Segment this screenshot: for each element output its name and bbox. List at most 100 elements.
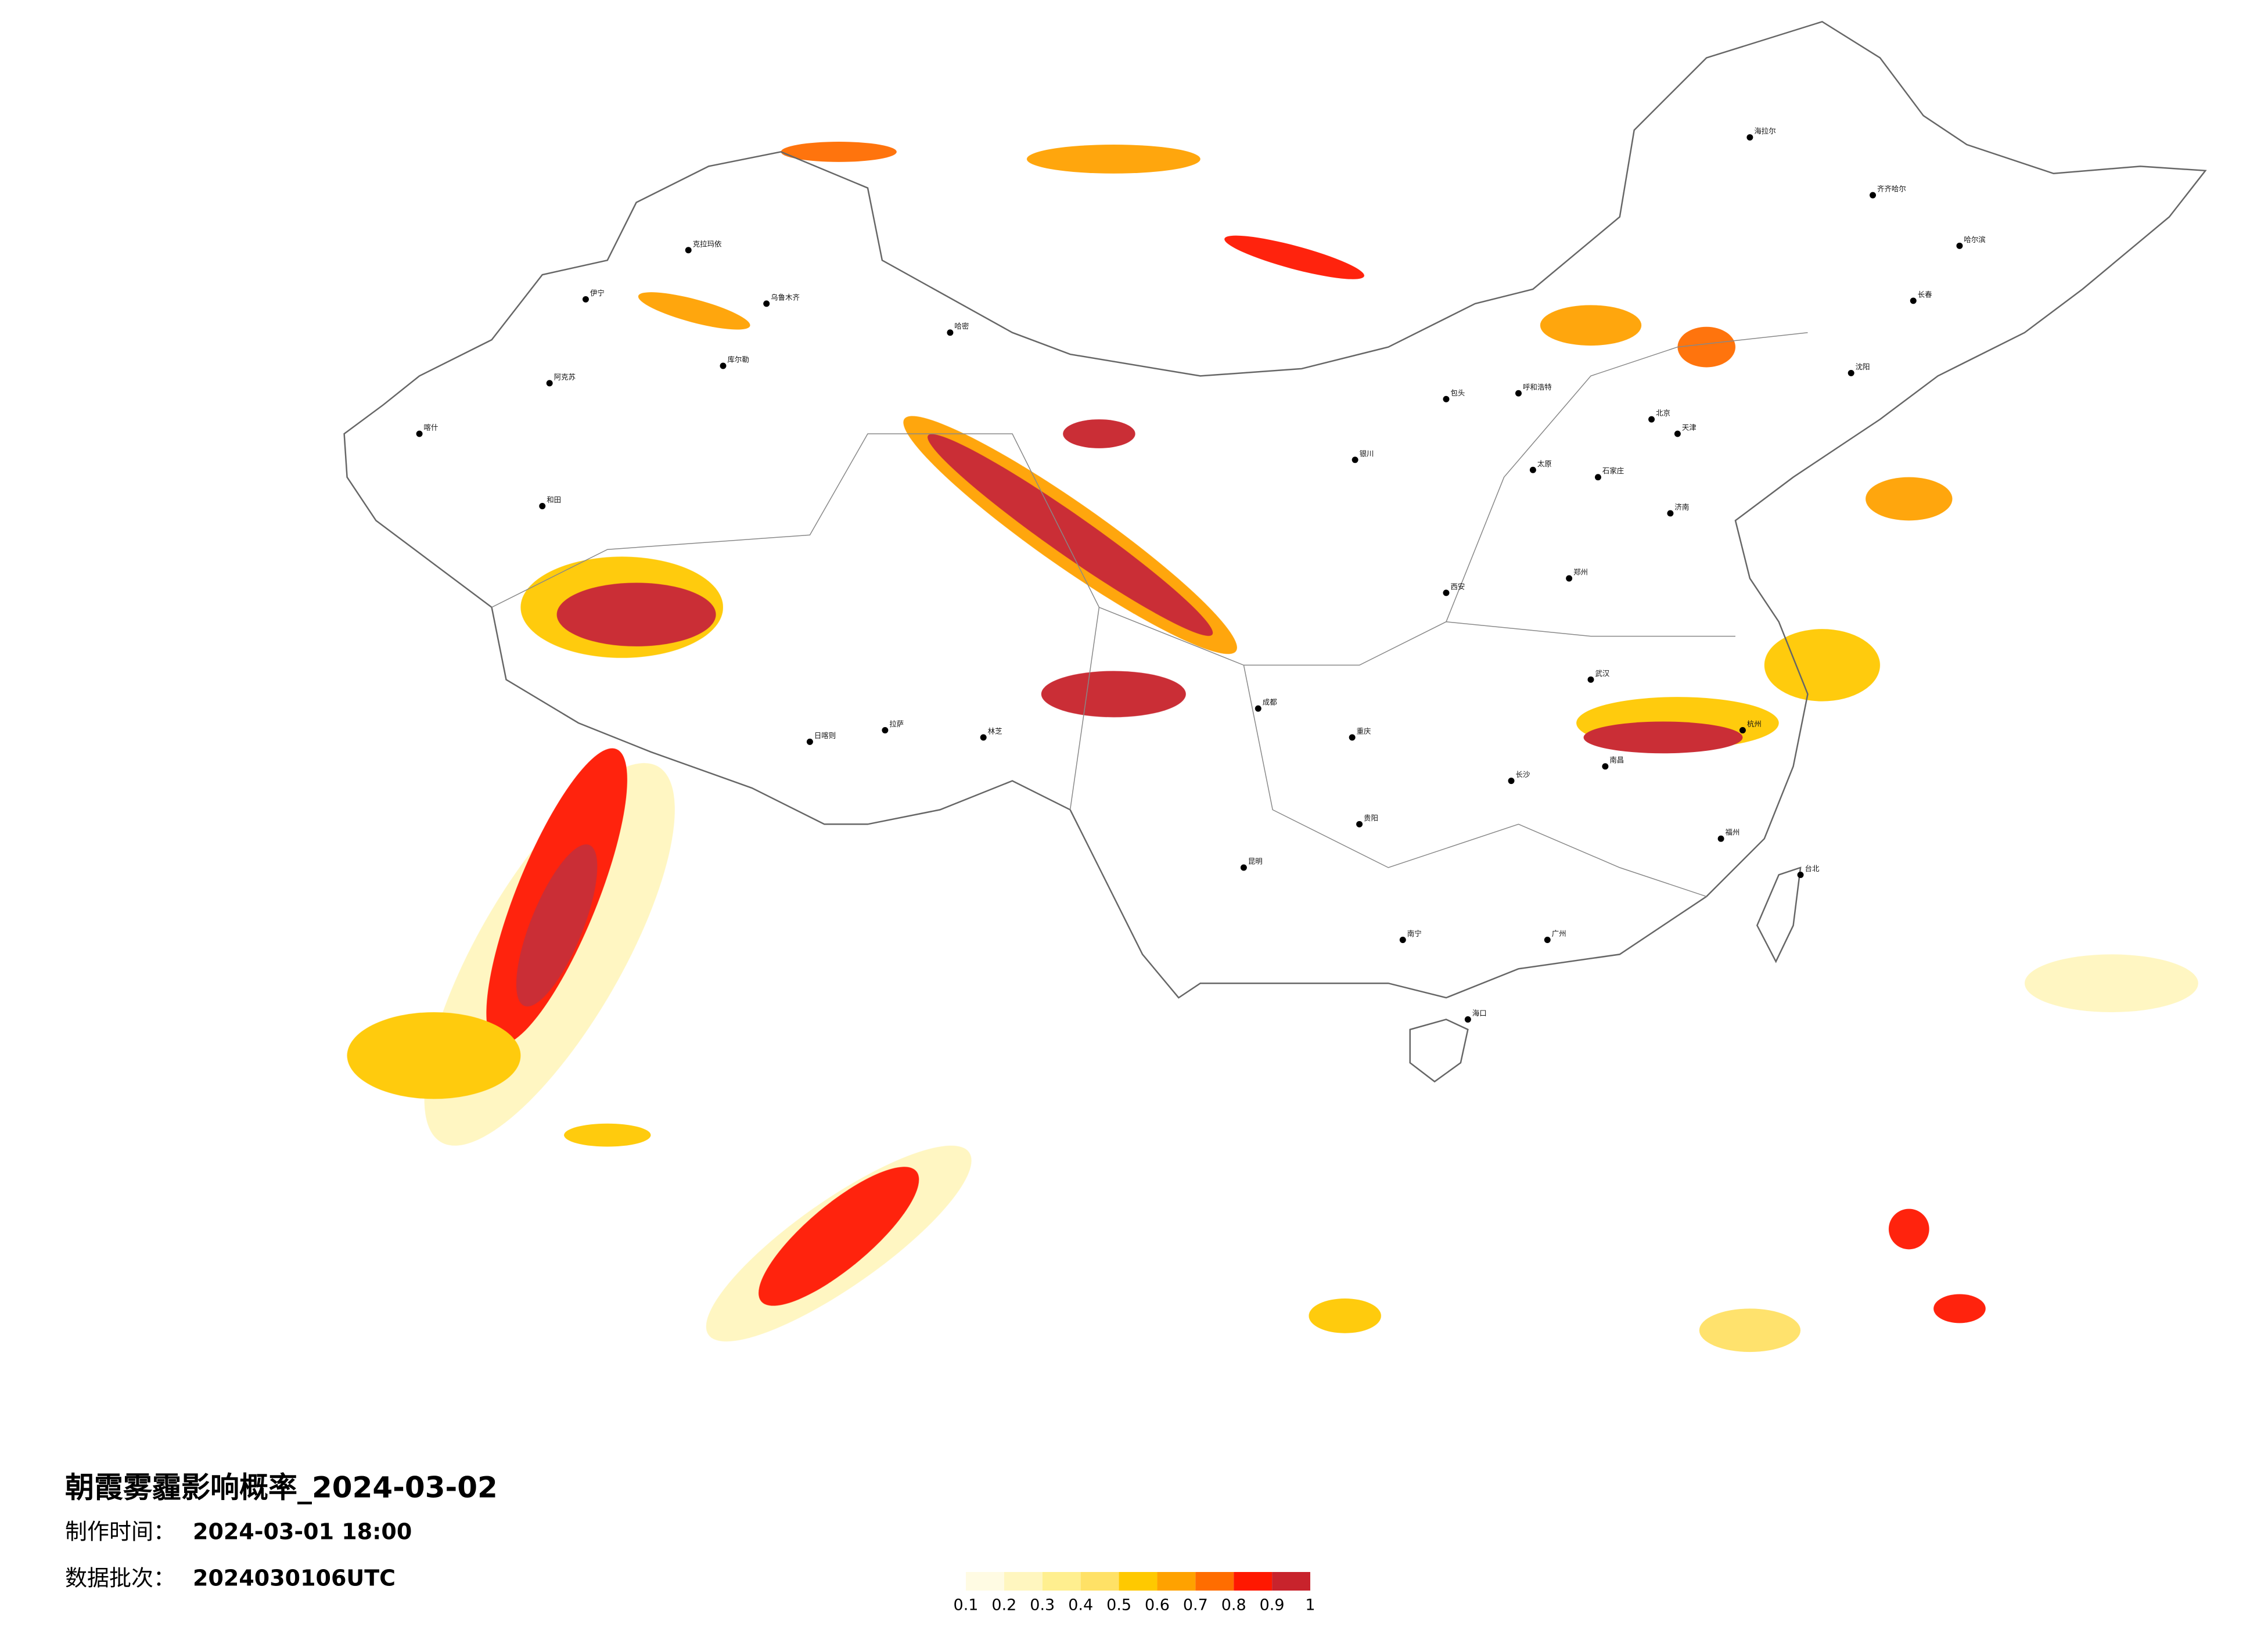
- city-label: 和田: [547, 495, 561, 504]
- legend-swatch: [1119, 1572, 1158, 1591]
- legend-swatch: [1042, 1572, 1081, 1591]
- city-dot: [1443, 589, 1450, 596]
- city-label: 日喀则: [814, 731, 836, 740]
- city-dot: [1352, 456, 1358, 463]
- city-dot: [1255, 705, 1261, 712]
- island-outline: [1409, 1019, 1469, 1083]
- legend-swatch: [1080, 1572, 1119, 1591]
- city-dot: [720, 362, 727, 369]
- city-label: 南宁: [1407, 929, 1422, 938]
- production-label: 制作时间：: [65, 1519, 175, 1545]
- city-dot: [1399, 937, 1406, 943]
- legend-swatch: [1157, 1572, 1196, 1591]
- city-dot: [539, 503, 546, 509]
- city-dot: [416, 430, 423, 437]
- legend-tick-label: 0.7: [1183, 1596, 1208, 1614]
- city-dot: [1667, 510, 1674, 517]
- city-dot: [1356, 821, 1363, 828]
- city-label: 杭州: [1747, 720, 1762, 728]
- legend-swatch: [1234, 1572, 1273, 1591]
- city-label: 呼和浩特: [1523, 383, 1552, 391]
- city-label: 海口: [1472, 1009, 1487, 1017]
- country-outline: [343, 20, 2207, 999]
- city-dot: [1544, 937, 1551, 943]
- legend-swatch: [1272, 1572, 1310, 1591]
- map-title: 朝霞雾霾影响概率_2024-03-02: [65, 1471, 498, 1505]
- city-label: 长沙: [1516, 770, 1530, 779]
- city-dot: [1515, 390, 1522, 397]
- city-dot: [582, 296, 589, 303]
- city-dot: [947, 329, 954, 336]
- city-dot: [882, 726, 889, 733]
- city-label: 齐齐哈尔: [1877, 185, 1906, 193]
- legend-tick-label: 0.9: [1260, 1596, 1285, 1614]
- city-dot: [1956, 242, 1963, 249]
- city-label: 包头: [1450, 388, 1465, 397]
- city-label: 武汉: [1595, 669, 1609, 678]
- city-label: 南昌: [1609, 756, 1624, 764]
- city-dot: [1910, 297, 1917, 304]
- city-dot: [1674, 430, 1681, 437]
- city-label: 喀什: [424, 423, 438, 432]
- city-label: 哈尔滨: [1964, 235, 1985, 244]
- city-dot: [1602, 763, 1609, 770]
- probability-field: [347, 142, 2198, 1352]
- city-label: 台北: [1805, 864, 1820, 873]
- city-dot: [1648, 416, 1655, 423]
- city-dot: [546, 380, 553, 387]
- city-dot: [763, 300, 770, 307]
- city-label: 西安: [1450, 582, 1465, 591]
- city-label: 石家庄: [1602, 466, 1624, 475]
- city-dot: [1870, 192, 1877, 199]
- city-label: 克拉玛依: [693, 239, 722, 248]
- city-dot: [1566, 575, 1573, 582]
- province-border: [1243, 665, 1707, 897]
- city-dot: [1529, 466, 1536, 473]
- city-dot: [1587, 676, 1594, 683]
- city-dot: [806, 738, 813, 745]
- city-dot: [1717, 835, 1724, 842]
- city-label: 库尔勒: [727, 355, 749, 364]
- city-dot: [1349, 734, 1356, 741]
- city-label: 阿克苏: [554, 372, 576, 381]
- city-label: 天津: [1682, 423, 1696, 432]
- city-label: 昆明: [1248, 857, 1263, 866]
- city-dot: [1464, 1016, 1471, 1023]
- city-label: 林芝: [988, 726, 1002, 735]
- island-outline: [1756, 866, 1802, 963]
- city-label: 成都: [1263, 698, 1277, 707]
- city-dot: [1848, 369, 1854, 376]
- legend-tick-label: 0.5: [1106, 1596, 1131, 1614]
- legend-swatch: [1195, 1572, 1234, 1591]
- legend-tick-label: 0.1: [954, 1596, 979, 1614]
- production-time: 2024-03-01 18:00: [193, 1519, 412, 1545]
- city-label: 伊宁: [590, 289, 605, 297]
- legend-swatch: [966, 1572, 1004, 1591]
- city-dot: [1240, 864, 1247, 871]
- city-dot: [980, 734, 987, 741]
- legend-tick-label: 1: [1305, 1596, 1315, 1614]
- city-dot: [1746, 134, 1753, 141]
- province-border: [1446, 332, 1808, 622]
- city-label: 福州: [1726, 828, 1740, 837]
- city-label: 太原: [1537, 459, 1552, 468]
- legend-swatch: [1004, 1572, 1043, 1591]
- city-dot: [1443, 395, 1450, 402]
- city-label: 沈阳: [1856, 362, 1870, 371]
- city-label: 济南: [1674, 502, 1689, 511]
- legend-tick-label: 0.8: [1221, 1596, 1246, 1614]
- city-label: 哈密: [954, 322, 969, 330]
- city-label: 海拉尔: [1754, 127, 1775, 135]
- city-label: 乌鲁木齐: [771, 293, 800, 301]
- city-dot: [1594, 474, 1601, 481]
- city-dot: [1508, 778, 1515, 785]
- city-dot: [1797, 871, 1804, 878]
- batch-label: 数据批次：: [65, 1566, 175, 1591]
- legend-tick-label: 0.4: [1068, 1596, 1093, 1614]
- city-label: 北京: [1656, 409, 1670, 418]
- legend-tick-label: 0.2: [991, 1596, 1016, 1614]
